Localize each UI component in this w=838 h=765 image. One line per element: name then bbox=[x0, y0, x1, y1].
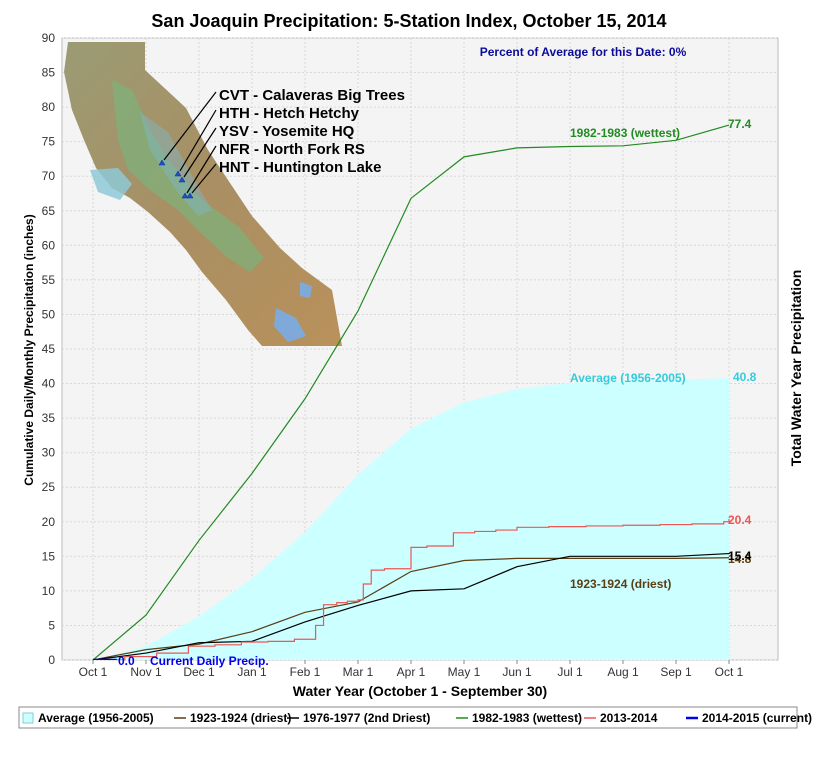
y-tick-label: 50 bbox=[42, 307, 56, 321]
legend-entry: 2013-2014 bbox=[600, 711, 658, 725]
area-layer bbox=[93, 378, 729, 660]
y-tick-label: 85 bbox=[42, 66, 56, 80]
y-tick-label: 15 bbox=[42, 549, 56, 563]
map-station-label: HNT - Huntington Lake bbox=[219, 159, 381, 176]
map-station-leader-line bbox=[179, 109, 217, 172]
x-tick-label: Jun 1 bbox=[502, 665, 532, 679]
legend-box bbox=[18, 706, 798, 729]
y-tick-label: 75 bbox=[42, 135, 56, 149]
y-axis-ticks: 0 5 10 15 20 25 30 35 40 45 50 55 60 65 70 75 80 85 90 bbox=[42, 31, 56, 667]
y-tick-label: 30 bbox=[42, 446, 56, 460]
series-total-label: 14.8 bbox=[728, 552, 752, 566]
x-tick-label: Mar 1 bbox=[343, 665, 374, 679]
series-total-label: 15.4 bbox=[728, 549, 752, 563]
series-name-label: 1982-1983 (wettest) bbox=[570, 126, 680, 140]
x-tick-label: Feb 1 bbox=[290, 665, 321, 679]
lake-shape bbox=[274, 308, 306, 342]
x-tick-label: Oct 1 bbox=[715, 665, 744, 679]
map-station-marker bbox=[186, 192, 194, 199]
x-tick-label: Jul 1 bbox=[557, 665, 583, 679]
map-station-leader-line bbox=[186, 145, 217, 194]
map-station-label: CVT - Calaveras Big Trees bbox=[219, 87, 405, 104]
chart-subtitle: Percent of Average for this Date: 0% bbox=[480, 45, 687, 59]
y-tick-label: 10 bbox=[42, 584, 56, 598]
legend-entry: 1982-1983 (wettest) bbox=[472, 711, 582, 725]
y-tick-label: 45 bbox=[42, 342, 56, 356]
x-axis-label: Water Year (October 1 - September 30) bbox=[293, 683, 547, 699]
legend-entry: Average (1956-2005) bbox=[38, 711, 154, 725]
series-total-label: 20.4 bbox=[728, 513, 752, 527]
y-axis-label: Cumulative Daily/Monthly Precipitation (… bbox=[22, 214, 36, 485]
legend-entry: 1976-1977 (2nd Driest) bbox=[303, 711, 430, 725]
line-layer bbox=[92, 124, 730, 660]
map-station-leader-line bbox=[191, 163, 217, 194]
x-tick-label: Jan 1 bbox=[237, 665, 267, 679]
central-valley-shape bbox=[112, 80, 264, 272]
y-tick-label: 70 bbox=[42, 169, 56, 183]
map-station-leader-line bbox=[183, 127, 217, 178]
legend-entry: 1923-1924 (driest) bbox=[190, 711, 291, 725]
legend-swatch-area bbox=[22, 712, 34, 724]
series-labels: 40.8 Average (1956-2005) 14.8 1923-1924 (dr… bbox=[118, 117, 757, 668]
series-name-label: Average (1956-2005) bbox=[570, 371, 686, 385]
series-line-3 bbox=[92, 124, 730, 660]
x-tick-label: Sep 1 bbox=[660, 665, 692, 679]
salton-sea-shape bbox=[300, 282, 312, 298]
map-station-label: NFR - North Fork RS bbox=[219, 141, 365, 158]
series-total-label: 0.0 bbox=[118, 654, 135, 668]
x-tick-label: Aug 1 bbox=[607, 665, 639, 679]
series-line-2 bbox=[92, 552, 730, 660]
y-axis-label-right: Total Water Year Precipitation bbox=[788, 270, 804, 467]
legend: Average (1956-2005) 1923-1924 (driest) 197… bbox=[22, 711, 812, 725]
series-total-label: 40.8 bbox=[733, 370, 757, 384]
y-tick-label: 5 bbox=[48, 618, 55, 632]
map-station-label: YSV - Yosemite HQ bbox=[219, 123, 355, 140]
bay-area-shape bbox=[90, 168, 132, 200]
y-tick-label: 0 bbox=[48, 653, 55, 667]
y-tick-label: 25 bbox=[42, 480, 56, 494]
y-tick-label: 90 bbox=[42, 31, 56, 45]
legend-entry: 2014-2015 (current) bbox=[702, 711, 812, 725]
chart-title: San Joaquin Precipitation: 5-Station Ind… bbox=[151, 11, 666, 31]
map-station-leader-line bbox=[163, 91, 217, 161]
series-area-average bbox=[93, 378, 729, 660]
map-station-marker bbox=[181, 192, 189, 199]
x-tick-label: Dec 1 bbox=[183, 665, 215, 679]
x-tick-label: May 1 bbox=[448, 665, 481, 679]
y-tick-label: 65 bbox=[42, 204, 56, 218]
series-total-label: 77.4 bbox=[728, 117, 752, 131]
y-tick-label: 55 bbox=[42, 273, 56, 287]
y-tick-label: 40 bbox=[42, 377, 56, 391]
series-name-label: Current Daily Precip. bbox=[150, 654, 269, 668]
map-station-marker bbox=[174, 170, 182, 177]
x-tick-label: Apr 1 bbox=[397, 665, 426, 679]
series-name-label: 1923-1924 (driest) bbox=[570, 577, 671, 591]
x-tick-label: Nov 1 bbox=[130, 665, 162, 679]
y-tick-label: 20 bbox=[42, 515, 56, 529]
y-tick-label: 35 bbox=[42, 411, 56, 425]
series-line-1 bbox=[92, 557, 730, 660]
y-tick-label: 80 bbox=[42, 100, 56, 114]
map-station-marker bbox=[178, 176, 186, 183]
map-station-label: HTH - Hetch Hetchy bbox=[219, 105, 360, 122]
series-line-2013-2014 bbox=[93, 519, 730, 660]
x-axis-ticks: Oct 1 Nov 1 Dec 1 Jan 1 Feb 1 Mar 1 Apr 1 May 1… bbox=[79, 660, 744, 679]
california-map-image bbox=[64, 42, 342, 346]
x-tick-label: Oct 1 bbox=[79, 665, 108, 679]
y-tick-label: 60 bbox=[42, 238, 56, 252]
map-station-marker bbox=[158, 159, 166, 166]
